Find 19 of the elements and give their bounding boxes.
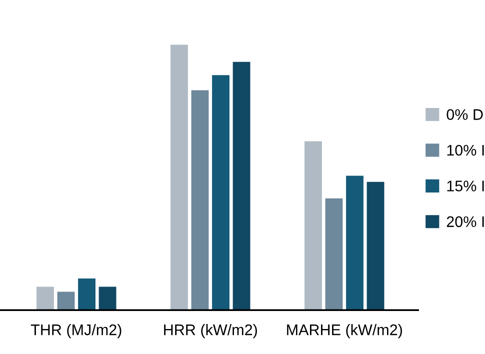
bar <box>36 286 54 310</box>
bar <box>191 90 209 310</box>
bar <box>366 182 384 310</box>
bar <box>346 176 364 310</box>
x-tick-label: HRR (kW/m2) <box>164 324 257 338</box>
legend-label: 10% I <box>447 144 484 156</box>
bar <box>304 141 322 310</box>
bar <box>57 292 75 310</box>
x-tick-label: THR (MJ/m2) <box>30 324 122 338</box>
legend-label: 15% I <box>447 180 484 192</box>
bar <box>212 75 230 310</box>
bar <box>232 62 250 310</box>
x-tick-label: MARHE (kW/m2) <box>287 324 402 338</box>
bar <box>325 198 343 310</box>
legend-label: 0% D <box>446 109 483 120</box>
bar <box>170 44 188 310</box>
bar <box>78 278 96 310</box>
bar <box>98 286 116 310</box>
legend-label: 20% I <box>446 216 484 228</box>
